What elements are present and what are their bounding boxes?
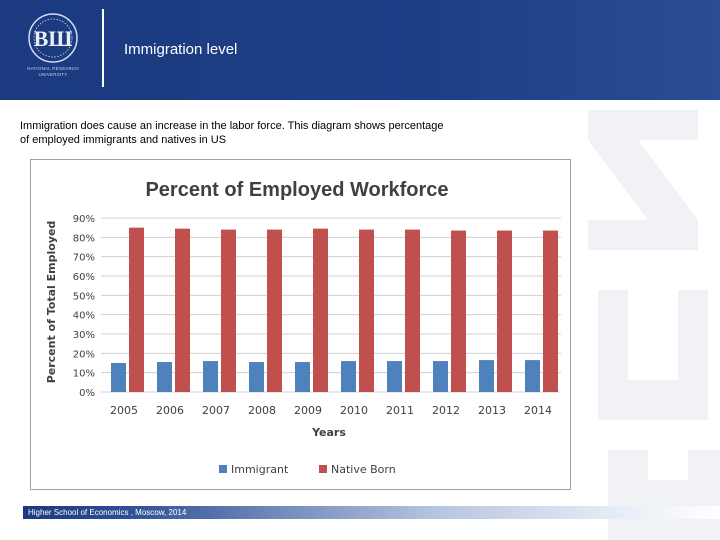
x-axis-label: Years: [311, 426, 346, 439]
bar-immigrant-2006: [157, 362, 172, 392]
legend: Immigrant Native Born: [219, 463, 396, 476]
legend-label-native-born: Native Born: [331, 463, 396, 476]
bar-native-born-2007: [221, 229, 236, 392]
bar-immigrant-2013: [479, 360, 494, 392]
label-layer: 0% 10% 20% 30% 40% 50% 60% 70% 80% 90% 2005 2006 200…: [73, 214, 552, 417]
x-tick-label: 2006: [156, 404, 184, 417]
bar-native-born-2009: [313, 228, 328, 392]
bar-immigrant-2007: [203, 361, 218, 392]
logo-caption: NATIONAL RESEARCH UNIVERSITY: [27, 66, 79, 77]
y-axis-label: Percent of Total Employed: [45, 221, 58, 384]
chart-frame: 0% 10% 20% 30% 40% 50% 60% 70% 80% 90% 2005 2006 200…: [30, 159, 571, 490]
legend-label-immigrant: Immigrant: [231, 463, 289, 476]
bar-native-born-2006: [175, 228, 190, 392]
bar-immigrant-2012: [433, 361, 448, 392]
x-tick-label: 2009: [294, 404, 322, 417]
hse-watermark-icon: [588, 110, 720, 540]
hse-logo-icon: ВШ: [28, 13, 78, 63]
y-tick-label: 10%: [73, 369, 95, 380]
bar-immigrant-2008: [249, 362, 264, 392]
y-tick-label: 80%: [73, 233, 95, 244]
bar-immigrant-2014: [525, 360, 540, 392]
logo: ВШ NATIONAL RESEARCH UNIVERSITY: [18, 10, 88, 88]
svg-text:ВШ: ВШ: [34, 26, 73, 51]
y-tick-label: 30%: [73, 330, 95, 341]
bar-chart: 0% 10% 20% 30% 40% 50% 60% 70% 80% 90% 2005 2006 200…: [45, 179, 561, 476]
header-band: ВШ NATIONAL RESEARCH UNIVERSITY Immigrat…: [0, 0, 720, 100]
x-tick-label: 2008: [248, 404, 276, 417]
y-tick-label: 70%: [73, 253, 95, 264]
x-tick-label: 2005: [110, 404, 138, 417]
legend-swatch-native-born: [319, 465, 327, 473]
x-tick-label: 2010: [340, 404, 368, 417]
y-tick-label: 90%: [73, 214, 95, 225]
slide-title: Immigration level: [124, 41, 238, 58]
y-tick-label: 20%: [73, 349, 95, 360]
legend-swatch-immigrant: [219, 465, 227, 473]
bar-native-born-2011: [405, 229, 420, 392]
footer-band: [23, 506, 720, 519]
bar-native-born-2012: [451, 230, 466, 392]
bar-layer: [111, 227, 558, 392]
x-tick-label: 2014: [524, 404, 552, 417]
x-tick-label: 2007: [202, 404, 230, 417]
intro-text: Immigration does cause an increase in th…: [20, 120, 444, 146]
bar-native-born-2005: [129, 227, 144, 392]
y-tick-label: 50%: [73, 291, 95, 302]
x-tick-label: 2012: [432, 404, 460, 417]
bar-immigrant-2005: [111, 363, 126, 392]
bar-native-born-2014: [543, 230, 558, 392]
bar-native-born-2008: [267, 229, 282, 392]
footer-text: Higher School of Economics , Moscow, 201…: [28, 508, 187, 517]
x-tick-label: 2013: [478, 404, 506, 417]
bar-native-born-2010: [359, 229, 374, 392]
y-tick-label: 0%: [79, 388, 95, 399]
x-tick-label: 2011: [386, 404, 414, 417]
bar-native-born-2013: [497, 230, 512, 392]
y-tick-label: 40%: [73, 311, 95, 322]
y-tick-label: 60%: [73, 272, 95, 283]
chart-title: Percent of Employed Workforce: [145, 179, 448, 201]
bar-immigrant-2010: [341, 361, 356, 392]
header-divider: [102, 9, 104, 87]
bar-immigrant-2011: [387, 361, 402, 392]
bar-immigrant-2009: [295, 362, 310, 392]
